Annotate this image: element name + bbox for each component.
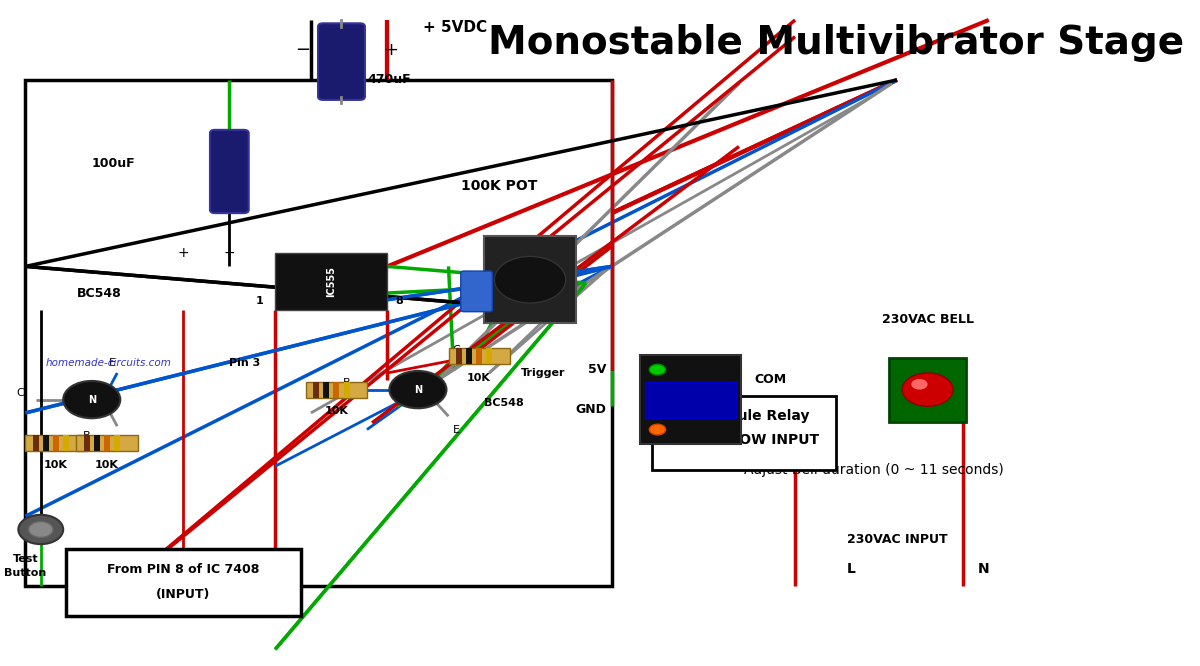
Text: E: E [454,424,460,435]
Bar [456,348,462,364]
Circle shape [911,379,928,390]
Text: 10K: 10K [467,373,491,383]
Text: 5V: 5V [588,363,606,376]
Text: N: N [88,394,96,405]
Bar [486,348,492,364]
Text: +: + [178,246,190,260]
Text: 8: 8 [396,296,403,306]
Text: Button: Button [5,567,47,578]
Bar [343,382,349,398]
FancyBboxPatch shape [275,253,388,310]
Text: 5V Module Relay: 5V Module Relay [679,409,809,424]
FancyBboxPatch shape [640,355,742,444]
Bar [323,382,329,398]
Bar [466,348,472,364]
Text: From PIN 8 of IC 7408: From PIN 8 of IC 7408 [107,563,259,576]
Text: −: − [223,246,235,260]
Text: N/O: N/O [755,416,780,430]
Bar [64,435,70,451]
Text: 10K: 10K [95,460,119,470]
Circle shape [389,371,446,408]
FancyBboxPatch shape [889,358,966,422]
Text: ACTIVE LOW INPUT: ACTIVE LOW INPUT [670,432,818,447]
Text: L: L [847,562,856,577]
Text: 470uF: 470uF [367,73,410,87]
Text: 230VAC INPUT: 230VAC INPUT [847,533,947,546]
Text: Test: Test [13,554,38,565]
Circle shape [18,515,64,544]
Text: + 5VDC: + 5VDC [424,21,487,35]
Circle shape [494,256,565,303]
FancyBboxPatch shape [461,271,492,312]
FancyBboxPatch shape [210,130,248,213]
Bar [32,435,38,451]
Circle shape [64,381,120,418]
Text: N: N [414,384,422,395]
Text: +: + [383,41,398,59]
Circle shape [902,373,953,406]
FancyBboxPatch shape [318,23,365,100]
Text: (INPUT): (INPUT) [156,587,211,601]
FancyBboxPatch shape [306,382,367,398]
FancyBboxPatch shape [484,236,576,323]
Text: B: B [83,431,90,442]
Circle shape [649,364,666,375]
Bar [114,435,120,451]
Text: N: N [978,562,990,577]
Text: E: E [109,358,115,368]
FancyBboxPatch shape [449,348,510,364]
Text: Pin 3: Pin 3 [229,358,260,368]
Text: 0.1uF: 0.1uF [499,261,534,272]
Text: Keyes_SR1y: Keyes_SR1y [720,338,779,348]
Text: Adjust Bell duration (0 ~ 11 seconds): Adjust Bell duration (0 ~ 11 seconds) [744,462,1004,477]
FancyBboxPatch shape [653,396,836,470]
Bar [53,435,59,451]
Text: 10K: 10K [44,460,68,470]
Text: 230VAC BELL: 230VAC BELL [882,313,973,326]
Text: −: − [295,41,311,59]
Text: Monostable Multivibrator Stage: Monostable Multivibrator Stage [487,24,1184,63]
Bar [476,348,482,364]
Text: IC555: IC555 [326,266,336,297]
Text: 100K POT: 100K POT [461,179,538,194]
Bar [104,435,110,451]
FancyBboxPatch shape [646,382,736,418]
FancyBboxPatch shape [66,549,301,616]
Text: C: C [452,344,461,355]
FancyBboxPatch shape [25,435,86,451]
FancyBboxPatch shape [77,435,138,451]
Circle shape [29,521,53,537]
Text: COM: COM [755,373,786,386]
Bar [334,382,340,398]
Bar [43,435,49,451]
Text: 1: 1 [256,296,263,306]
Text: C: C [17,388,24,398]
Text: homemade-circuits.com: homemade-circuits.com [46,358,172,368]
Text: 100uF: 100uF [91,157,136,170]
Bar [313,382,319,398]
Circle shape [649,424,666,435]
Text: 10K: 10K [324,406,348,416]
Bar [94,435,100,451]
Text: Trigger: Trigger [521,368,565,378]
Text: BC548: BC548 [484,398,524,408]
Bar [84,435,90,451]
Text: GND: GND [576,403,606,416]
Text: B: B [343,378,350,388]
Text: BC548: BC548 [77,286,121,300]
